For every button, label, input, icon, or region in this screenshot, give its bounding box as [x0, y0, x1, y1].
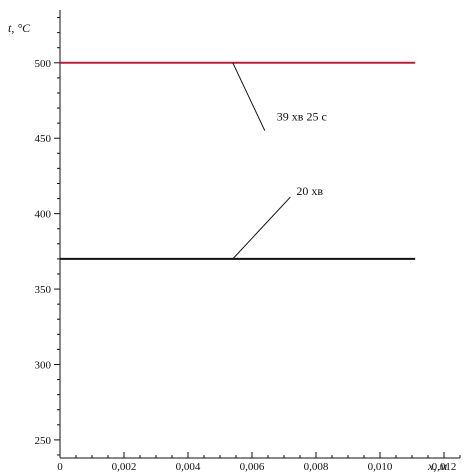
annotation-leader-1 — [232, 62, 266, 131]
y-tick-label: 400 — [35, 209, 52, 221]
annotation-label-2: 20 хв — [296, 184, 323, 198]
plot-area: 39 хв 25 с 20 хв — [60, 61, 416, 260]
x-tick-label: 0,008 — [304, 461, 329, 473]
x-tick-label: 0,002 — [112, 461, 137, 473]
x-tick-label: 0,006 — [240, 461, 265, 473]
x-tick-label: 0,012 — [432, 461, 457, 473]
y-tick-label: 500 — [35, 58, 52, 70]
x-axis-label: x, м — [427, 459, 447, 473]
x-tick-label: 0,004 — [176, 461, 201, 473]
y-tick-label: 300 — [35, 359, 52, 371]
y-axis-label: t, °C — [8, 21, 31, 35]
x-tick-label: 0 — [57, 461, 63, 473]
x-tick-label: 0,010 — [368, 461, 393, 473]
y-tick-label: 450 — [35, 133, 52, 145]
annotation-label-1: 39 хв 25 с — [277, 110, 327, 124]
axes: 250 300 350 400 450 500 0 0,002 0,004 0,006 0,008 0… — [35, 10, 461, 473]
y-tick-label: 250 — [35, 435, 52, 447]
y-tick-label: 350 — [35, 284, 52, 296]
annotation-leader-2 — [232, 196, 291, 260]
